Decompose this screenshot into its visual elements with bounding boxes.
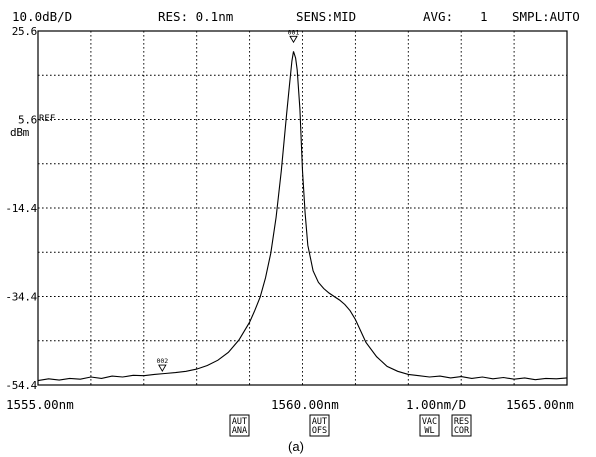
vac-wl-button[interactable]: VAC WL (419, 414, 440, 437)
spectrum-trace (37, 51, 568, 382)
aut-ana-button-line2: ANA (232, 426, 247, 436)
average-value: 1 (480, 9, 488, 24)
y-tick-label: -54.4 (5, 379, 37, 392)
marker-label: 001 (288, 28, 300, 36)
y-tick-label: -34.4 (5, 291, 37, 304)
sensitivity-readout: SENS:MID (296, 9, 356, 24)
y-tick-label: 25.6 (12, 25, 37, 38)
marker-triangle (158, 364, 167, 372)
sampling-readout: SMPL:AUTO (512, 9, 580, 24)
resolution-readout: RES: 0.1nm (158, 9, 233, 24)
vac-wl-button-line1: VAC (422, 417, 437, 427)
aut-ana-button-line1: AUT (232, 417, 247, 427)
aut-ofs-button-line2: OFS (312, 426, 327, 436)
aut-ofs-button[interactable]: AUT OFS (309, 414, 330, 437)
marker-triangle (289, 35, 298, 44)
aut-ana-button[interactable]: AUT ANA (229, 414, 250, 437)
res-cor-button-line1: RES (454, 417, 469, 427)
ref-marker: REF (39, 114, 55, 124)
x-tick-center: 1560.00nm (271, 397, 339, 412)
res-cor-button[interactable]: RES COR (451, 414, 472, 437)
y-unit-label: dBm (10, 126, 30, 139)
vac-wl-button-line2: WL (424, 426, 434, 436)
scale-readout: 10.0dB/D (12, 9, 72, 24)
y-tick-label: -14.4 (5, 202, 37, 215)
span-label: 1.00nm/D (406, 397, 466, 412)
x-tick-start: 1555.00nm (6, 397, 74, 412)
grid-lines (38, 31, 567, 385)
y-tick-label: 5.6 (18, 114, 37, 127)
aut-ofs-button-line1: AUT (312, 417, 327, 427)
y-tick-labels: 25.6 5.6 -14.4 -34.4 -54.4 (5, 25, 38, 392)
marker-label: 002 (156, 357, 168, 365)
res-cor-button-line2: COR (454, 426, 470, 436)
x-tick-end: 1565.00nm (506, 397, 574, 412)
average-label: AVG: (423, 9, 453, 24)
trace-markers: 001 002 (156, 28, 300, 372)
figure-caption: (a) (288, 439, 304, 454)
